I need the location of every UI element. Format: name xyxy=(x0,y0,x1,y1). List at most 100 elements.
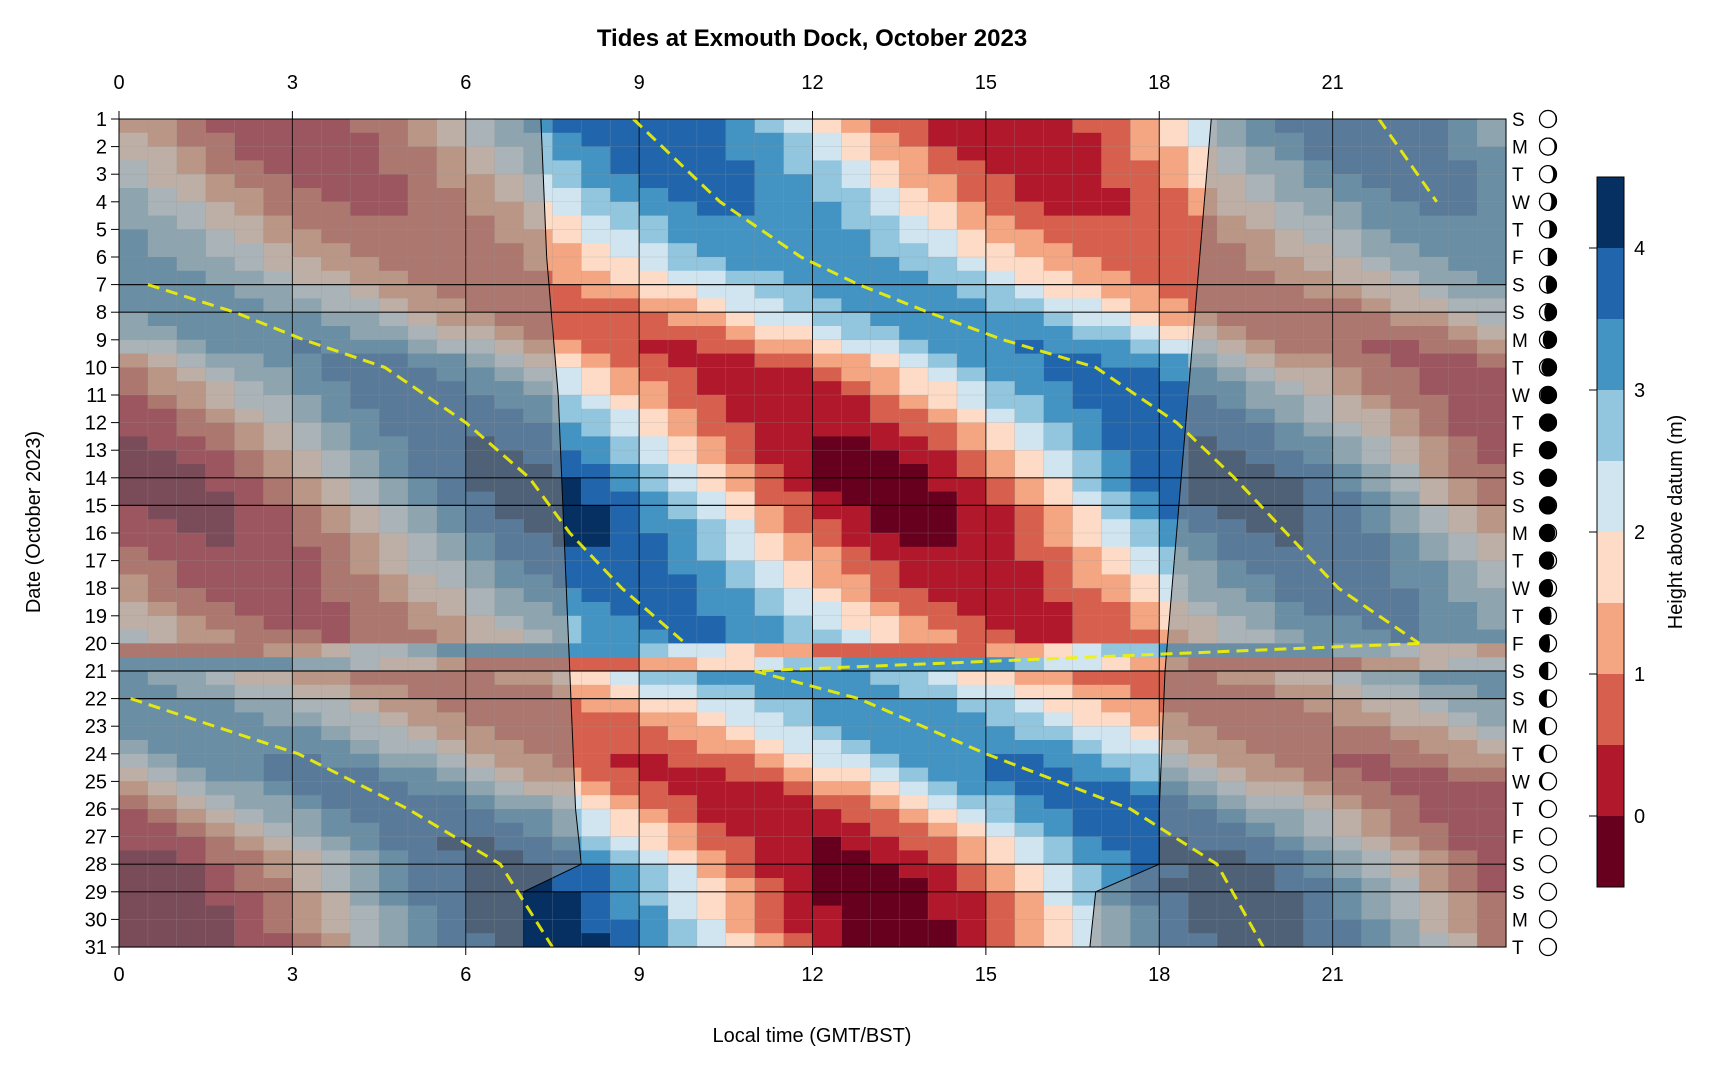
heatmap-cell xyxy=(783,298,814,313)
heatmap-cell xyxy=(783,367,814,382)
heatmap-cell xyxy=(956,546,987,562)
heatmap-cell xyxy=(1101,367,1131,382)
heatmap-cell xyxy=(783,809,814,824)
heatmap-cell xyxy=(1101,533,1131,548)
heatmap-cell xyxy=(668,698,698,713)
heatmap-cell xyxy=(639,339,669,355)
heatmap-cell xyxy=(754,560,785,575)
heatmap-cell xyxy=(1014,671,1045,686)
heatmap-cell xyxy=(639,188,669,203)
heatmap-cell xyxy=(812,919,842,934)
heatmap-cell xyxy=(928,326,958,341)
heatmap-cell xyxy=(754,822,785,838)
heatmap-cell xyxy=(754,574,785,589)
heatmap-cell xyxy=(725,684,756,700)
heatmap-cell xyxy=(696,188,727,203)
heatmap-cell xyxy=(928,602,958,617)
heatmap-cell xyxy=(696,132,727,148)
heatmap-cell xyxy=(1159,160,1189,175)
heatmap-cell xyxy=(985,188,1016,203)
heatmap-cell xyxy=(956,905,987,920)
y-tick-label: 28 xyxy=(85,854,107,876)
heatmap-cell xyxy=(1130,602,1160,617)
heatmap-cell xyxy=(841,533,871,548)
heatmap-cell xyxy=(610,229,640,244)
moon-phase-icon xyxy=(1538,358,1558,377)
heatmap-cell xyxy=(668,919,698,934)
heatmap-cell xyxy=(668,629,698,644)
heatmap-cell xyxy=(696,533,727,548)
heatmap-cell xyxy=(985,850,1016,865)
heatmap-cell xyxy=(1072,215,1103,230)
heatmap-cell xyxy=(985,767,1016,782)
y-axis: 1234567891011121314151617181920212223242… xyxy=(85,109,119,959)
heatmap-cell xyxy=(581,422,611,437)
heatmap-cell xyxy=(956,464,987,479)
heatmap-cell xyxy=(581,629,611,644)
heatmap-cell xyxy=(725,809,756,824)
heatmap-cell xyxy=(696,684,727,700)
heatmap-cell xyxy=(639,795,669,810)
weekday-label: T xyxy=(1512,165,1524,186)
heatmap-cell xyxy=(1043,588,1074,603)
heatmap-cell xyxy=(1072,491,1103,506)
y-axis-title: Date (October 2023) xyxy=(23,431,45,613)
heatmap-cell xyxy=(668,671,698,686)
heatmap-cell xyxy=(985,795,1016,810)
heatmap-cell xyxy=(668,312,698,327)
heatmap-cell xyxy=(639,312,669,327)
heatmap-cell xyxy=(610,243,640,258)
heatmap-cell xyxy=(1130,408,1160,424)
heatmap-cell xyxy=(1130,312,1160,327)
heatmap-cell xyxy=(812,602,842,617)
heatmap-cell xyxy=(581,284,611,299)
heatmap-cell xyxy=(899,740,929,755)
heatmap-cell xyxy=(754,491,785,506)
heatmap-cell xyxy=(725,905,756,920)
heatmap-cell xyxy=(812,740,842,755)
heatmap-cell xyxy=(1101,353,1131,368)
weekday-label: W xyxy=(1512,193,1530,214)
heatmap-cell xyxy=(725,408,756,424)
heatmap-cell xyxy=(985,326,1016,341)
heatmap-cell xyxy=(668,822,698,838)
heatmap-cell xyxy=(783,726,814,741)
heatmap-cell xyxy=(1159,146,1189,161)
x-tick-label-top: 15 xyxy=(975,72,997,94)
heatmap-cell xyxy=(668,602,698,617)
heatmap-cell xyxy=(928,671,958,686)
chart-title: Tides at Exmouth Dock, October 2023 xyxy=(597,25,1027,52)
moon-phase-icon xyxy=(1538,165,1558,184)
heatmap-cell xyxy=(1014,809,1045,824)
heatmap-cell xyxy=(985,119,1016,134)
heatmap-cell xyxy=(754,905,785,920)
heatmap-cell xyxy=(639,698,669,713)
heatmap-cell xyxy=(581,491,611,506)
heatmap-cell xyxy=(668,188,698,203)
x-tick-label: 15 xyxy=(975,964,997,986)
heatmap-cell xyxy=(841,767,871,782)
heatmap-cell xyxy=(1072,864,1103,879)
heatmap-cell xyxy=(754,367,785,382)
heatmap-cell xyxy=(1043,381,1074,396)
heatmap-cell xyxy=(1043,560,1074,575)
heatmap-cell xyxy=(754,422,785,437)
heatmap-cell xyxy=(610,560,640,575)
heatmap-cell xyxy=(899,353,929,368)
heatmap-cell xyxy=(1159,229,1189,244)
heatmap-cell xyxy=(870,712,900,727)
heatmap-cell xyxy=(581,477,611,493)
heatmap-cell xyxy=(1014,160,1045,175)
heatmap-cell xyxy=(696,560,727,575)
colorbar-segment xyxy=(1597,816,1624,887)
heatmap-cell xyxy=(956,132,987,148)
heatmap-cell xyxy=(812,298,842,313)
heatmap-cell xyxy=(1043,312,1074,327)
heatmap-cell xyxy=(696,367,727,382)
heatmap-cell xyxy=(668,753,698,769)
heatmap-cell xyxy=(639,533,669,548)
heatmap-cell xyxy=(1043,643,1074,658)
heatmap-cell xyxy=(956,450,987,465)
heatmap-cell xyxy=(1101,781,1131,796)
heatmap-cell xyxy=(1072,284,1103,299)
